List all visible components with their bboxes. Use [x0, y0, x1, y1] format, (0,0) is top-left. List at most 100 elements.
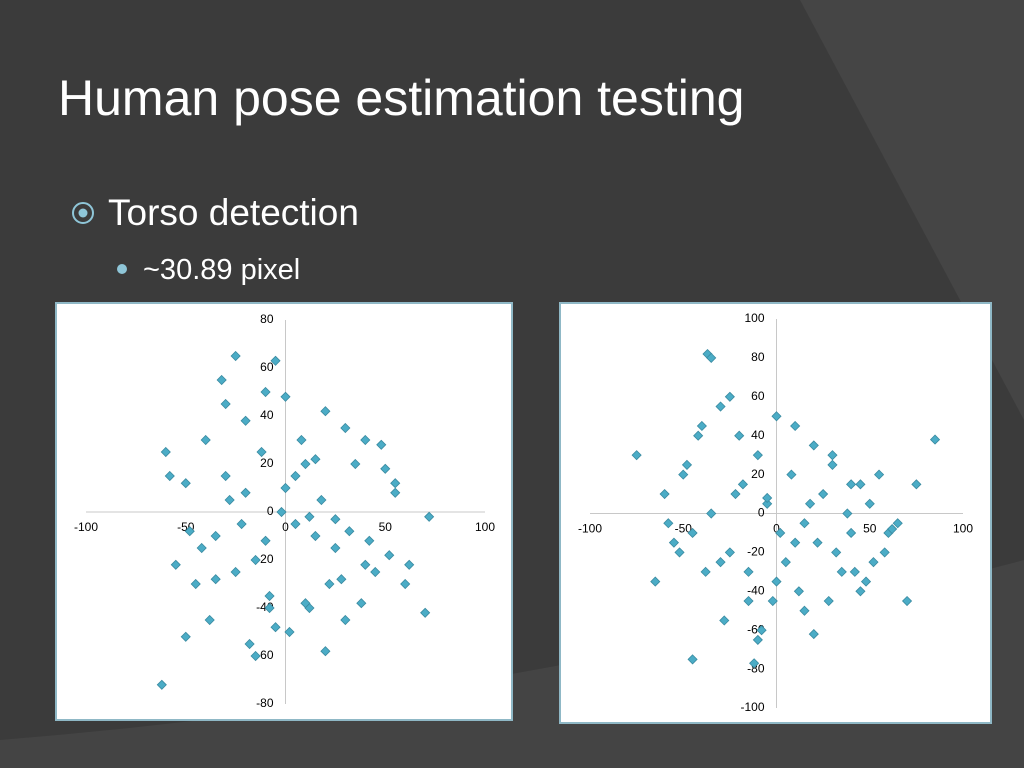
y-tick-label: 60 — [260, 360, 274, 374]
point — [296, 434, 307, 446]
point — [340, 614, 351, 626]
point — [320, 406, 331, 417]
point — [724, 391, 735, 402]
point — [827, 450, 838, 461]
point — [310, 454, 321, 465]
x-tick-label: -100 — [578, 522, 602, 536]
point — [170, 559, 181, 570]
y-tick-label: 40 — [751, 428, 765, 442]
point — [240, 415, 251, 426]
point — [316, 494, 327, 506]
point — [236, 518, 247, 530]
y-tick-label: 80 — [751, 350, 765, 364]
point — [230, 350, 241, 362]
y-tick-label: 20 — [751, 467, 765, 481]
slide-title: Human pose estimation testing — [58, 70, 744, 126]
point — [780, 557, 791, 568]
y-tick-label: -80 — [256, 696, 274, 710]
point — [216, 374, 227, 386]
point — [256, 446, 267, 458]
point — [775, 527, 786, 539]
point — [336, 574, 347, 585]
point — [380, 463, 391, 474]
point — [240, 487, 251, 498]
point — [812, 537, 823, 548]
point — [220, 398, 231, 410]
y-tick-label: 80 — [260, 312, 274, 326]
point — [762, 498, 773, 509]
y-tick-label: 0 — [267, 504, 274, 518]
point — [400, 578, 411, 590]
point — [164, 470, 175, 482]
point — [715, 401, 726, 412]
y-tick-label: -40 — [747, 583, 765, 597]
point — [330, 542, 341, 554]
point — [790, 420, 801, 432]
point — [696, 420, 707, 432]
y-tick-label: 20 — [260, 456, 274, 470]
point — [687, 654, 698, 665]
point — [756, 625, 767, 636]
point — [210, 530, 221, 542]
x-tick-label: -50 — [675, 522, 693, 536]
point — [284, 626, 295, 638]
y-tick-label: 60 — [751, 389, 765, 403]
point — [290, 518, 301, 530]
point — [836, 566, 847, 577]
point — [879, 547, 890, 558]
point — [752, 634, 763, 645]
point — [743, 595, 754, 607]
point — [674, 547, 685, 558]
point — [350, 458, 361, 470]
point — [855, 586, 866, 597]
point — [290, 470, 301, 482]
point — [650, 576, 661, 587]
point — [808, 440, 819, 451]
point — [887, 523, 898, 535]
y-tick-label: 40 — [260, 408, 274, 422]
point — [743, 566, 754, 577]
point — [390, 487, 401, 498]
point — [320, 646, 331, 657]
point — [324, 578, 335, 590]
point — [300, 598, 311, 609]
point — [808, 629, 819, 640]
point — [304, 511, 315, 522]
point — [681, 459, 693, 470]
point — [793, 586, 804, 597]
point — [719, 615, 730, 626]
point — [360, 559, 371, 570]
point — [196, 542, 207, 554]
point — [799, 518, 810, 529]
point — [892, 518, 903, 529]
point — [868, 557, 879, 568]
x-tick-label: 100 — [953, 522, 973, 536]
point — [663, 518, 674, 529]
point — [220, 470, 231, 482]
point — [180, 631, 191, 642]
point — [376, 439, 387, 450]
sub-bullet-text: ~30.89 pixel — [143, 254, 300, 286]
bullet-icon — [72, 202, 94, 224]
point — [687, 527, 698, 539]
point — [230, 566, 241, 578]
point — [270, 622, 281, 633]
point — [749, 658, 760, 669]
point — [724, 547, 735, 558]
y-tick-label: 0 — [758, 506, 765, 520]
point — [344, 526, 355, 537]
point — [250, 650, 261, 662]
point — [700, 566, 711, 577]
point — [911, 479, 922, 490]
point — [805, 498, 816, 509]
point — [823, 595, 834, 607]
point — [244, 638, 255, 650]
point — [901, 595, 913, 607]
point — [762, 492, 773, 504]
point — [370, 566, 381, 578]
point — [356, 598, 367, 609]
point — [846, 479, 857, 490]
y-tick-label: -20 — [256, 552, 274, 566]
